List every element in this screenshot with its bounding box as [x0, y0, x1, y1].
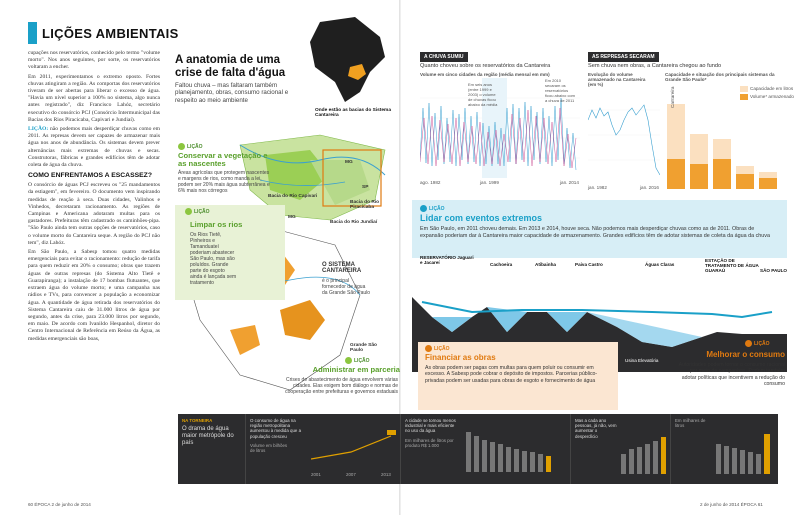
chuva-small: Volume em cinco cidades da região (média…	[420, 72, 550, 77]
profile-label-4: Águas Claras	[645, 262, 675, 267]
label-sp: SP	[362, 185, 369, 190]
obras-heading: Financiar as obras	[425, 353, 496, 362]
represas-small-1: Evolução do volume armazenado na Cantare…	[588, 72, 646, 87]
strip-cell-desperdicio: Mas a cada ano pessoas, já não, vem aume…	[571, 414, 671, 484]
article-paragraph: Em São Paulo, a Sabesp tomou quatro medi…	[28, 249, 160, 342]
article-paragraph: cupações nos reservatórios, conhecido pe…	[28, 50, 160, 71]
label-grande-sp: Grande São Paulo	[350, 343, 377, 353]
extremos-heading: Lidar com eventos extremos	[420, 213, 543, 223]
represas-x-label-0: jan. 1982	[588, 185, 607, 190]
represas-small-2: Capacidade e situação dos principais sis…	[665, 72, 775, 82]
footer-left: 60 ÉPOCA 2 de junho de 2014	[28, 502, 91, 507]
infographic-deck: Faltou chuva – mas faltaram também plane…	[175, 82, 289, 104]
legend-swatch-volume	[740, 94, 748, 100]
profile-label-0: RESERVATÓRIO Jaguari e Jacareí	[420, 255, 474, 265]
profile-label-6: SÃO PAULO	[760, 268, 787, 273]
rios-heading: Limpar os rios	[190, 220, 243, 229]
represas-volume-chart	[588, 104, 660, 176]
consumo-text: Autoridades podem tornar o consumo racio…	[678, 362, 785, 388]
obras-text: As obras podem ser pagas com multas para…	[425, 365, 598, 384]
represas-bar-chart	[667, 104, 777, 189]
consumo-mini-chart	[311, 430, 396, 460]
section-title: LIÇÕES AMBIENTAIS	[42, 26, 179, 41]
profile-label-3: Paiva Castro	[575, 262, 603, 267]
represas-x-label-1: jan. 2016	[640, 185, 659, 190]
licao-tag: LIÇÃO	[420, 205, 445, 212]
final-mini-bars	[716, 434, 770, 474]
strip-cell-intro: NA TORNEIRA O drama de água maior metróp…	[178, 414, 246, 484]
label-bacia-piracicaba: Bacia do Rio Piracicaba	[350, 200, 380, 210]
legend-capacity: Capacidade em litros	[750, 86, 794, 91]
profile-label-1: Cachoeira	[490, 262, 513, 267]
legend-volume: Volume* armazenado	[750, 94, 794, 99]
label-mg-2: MG	[288, 215, 296, 220]
consumo-heading: Melhorar o consumo	[706, 350, 785, 359]
strip-cell-consumo: O consumo de água na região metropolitan…	[246, 414, 401, 484]
legend-swatch-capacity	[740, 86, 748, 92]
rios-text: Os Rios Tietê, Pinheiros e Tamanduateí p…	[190, 232, 237, 286]
label-mg: MG	[345, 160, 353, 165]
licao-tag: LIÇÃO	[745, 340, 770, 347]
represas-tag: AS REPRESAS SECARAM	[588, 52, 659, 62]
veg-heading: Conservar a vegetação e as nascentes	[178, 151, 268, 169]
chuva-x-label-1: jan. 1999	[480, 180, 499, 185]
article-column: cupações nos reservatórios, conhecido pe…	[28, 50, 160, 345]
chuva-x-label-2: jan. 2014	[560, 180, 579, 185]
obras-panel	[418, 342, 618, 410]
chuva-tag: A CHUVA SUMIU	[420, 52, 468, 62]
article-paragraph: Em 2011, experimentamos o extremo oposto…	[28, 73, 160, 123]
parceria-text: Crises de abastecimento de água envolvem…	[285, 377, 398, 395]
article-paragraph: LIÇÃO: não podemos mais desperdiçar chuv…	[28, 126, 160, 169]
lesson-lead: LIÇÃO:	[28, 126, 49, 133]
cantareira-heading: O SISTEMA CANTAREIRA	[322, 262, 362, 274]
cantareira-text: é o principal fornecedor de água da Gran…	[322, 278, 371, 296]
profile-label-2: Atibainha	[535, 262, 556, 267]
profile-label-7: Usina Elevatória	[625, 358, 659, 363]
section-mark	[28, 22, 37, 44]
chuva-note-2: Em 2010 secaram os reservatórios ficou a…	[545, 78, 576, 103]
desperdicio-mini-bars	[621, 437, 666, 474]
parceria-heading: Administrar em parceria	[312, 365, 400, 374]
chuva-line-chart	[420, 78, 580, 178]
chuva-subtitle: Quanto choveu sobre os reservatórios da …	[420, 63, 551, 69]
extremos-text: Em São Paulo, em 2011 choveu demais. Em …	[420, 226, 770, 239]
licao-tag: LIÇÃO	[178, 143, 203, 150]
page-gutter	[399, 0, 401, 515]
extremos-panel	[412, 200, 787, 258]
profile-label-5: ESTAÇÃO DE TRATAMENTO DE ÁGUA GUARAÚ	[705, 258, 759, 273]
footer-right: 2 de junho de 2014 ÉPOCA 61	[700, 502, 763, 507]
brazil-locator-map	[310, 17, 385, 102]
article-subhead: COMO ENFRENTAMOS A ESCASSEZ?	[28, 172, 152, 180]
rios-panel	[175, 205, 285, 300]
label-bacia-jundiai: Bacia do Rio Jundiaí	[330, 220, 378, 225]
licao-tag: LIÇÃO	[185, 208, 210, 215]
represas-subtitle: Sem chuva nem obras, a Cantareira chegou…	[588, 63, 722, 69]
chuva-x-label-0: ago. 1982	[420, 180, 441, 185]
infographic-headline: A anatomia de uma crise de falta d'água	[175, 54, 286, 79]
data-strip: NA TORNEIRA O drama de água maior metróp…	[178, 414, 778, 484]
brazil-label: Onde estão as bacias do Sistema Cantarei…	[315, 108, 391, 118]
chuva-note-1: Em seis anos (entre 1999 e 2003) o volum…	[468, 82, 498, 107]
article-paragraph: O consórcio de águas PCJ escreveu os "25…	[28, 182, 160, 246]
strip-cell-final: Em milhares de litros	[671, 414, 778, 484]
licao-tag: LIÇÃO	[425, 345, 450, 352]
bar-label-0: Cantareira	[670, 86, 675, 108]
label-bacia-capivari: Bacia do Rio Capivari	[268, 194, 318, 199]
industria-mini-bars	[466, 432, 551, 472]
licao-tag: LIÇÃO	[345, 357, 370, 364]
veg-text: Áreas agrícolas que protegem nascentes e…	[178, 170, 270, 194]
strip-cell-industria: A cidade se tornou menos industrial e ma…	[401, 414, 571, 484]
